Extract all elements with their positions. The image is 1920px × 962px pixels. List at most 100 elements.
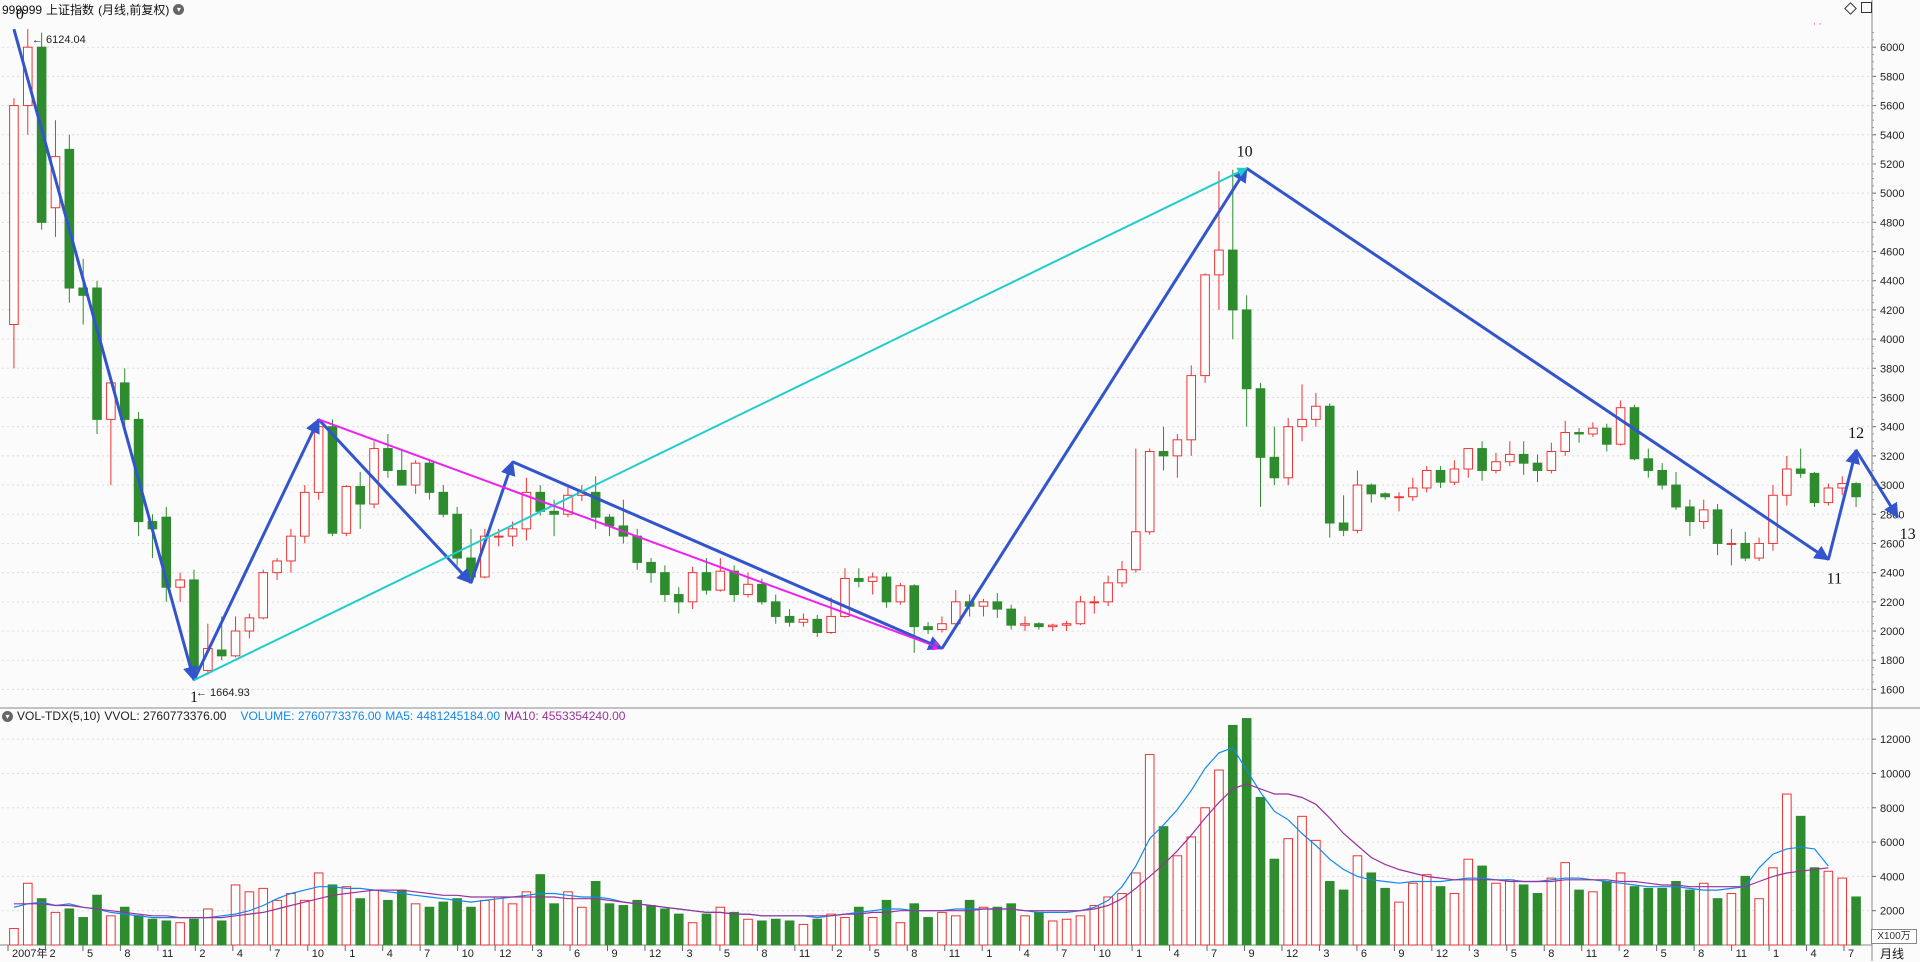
x-tick-label: 8 <box>1698 948 1704 960</box>
trend-line <box>193 167 1248 681</box>
volume-bar <box>36 898 47 946</box>
volume-bar <box>133 915 144 946</box>
candle-body <box>1809 472 1820 504</box>
window-icon[interactable] <box>1861 2 1872 13</box>
candle-body <box>1823 487 1834 504</box>
volume-bar <box>1657 887 1667 946</box>
chevron-down-icon[interactable]: ▾ <box>173 4 185 15</box>
candle-body <box>632 535 643 563</box>
price-tick-label: 4800 <box>1880 217 1904 229</box>
candle-body <box>743 583 753 596</box>
volume-bar <box>1449 893 1460 946</box>
volume-bar <box>1560 862 1571 946</box>
volume-bar <box>1768 867 1778 946</box>
chart-mode: (月线,前复权) <box>98 3 170 17</box>
volume-bar <box>1338 889 1349 946</box>
volume-bar <box>632 899 643 946</box>
x-tick-label: 1 <box>986 948 992 960</box>
candle-body <box>258 572 269 619</box>
volume-bar <box>1172 855 1183 946</box>
x-tick-label: 12 <box>1436 948 1448 960</box>
volume-bar <box>1726 893 1737 946</box>
volume-bar <box>1491 882 1501 946</box>
candle-body <box>1366 484 1377 495</box>
candle-body <box>1851 483 1861 498</box>
wave-label: 13 <box>1900 526 1916 543</box>
price-tick-label: 4200 <box>1880 305 1904 317</box>
volume-bar <box>743 918 753 946</box>
candle-body <box>244 617 255 632</box>
candle-body <box>646 561 656 574</box>
volume-tick-label: 12000 <box>1880 734 1911 746</box>
price-tick-label: 5000 <box>1880 188 1904 200</box>
candle-body <box>1117 569 1127 584</box>
x-tick-label: 11 <box>1736 948 1747 960</box>
volume-bar <box>937 911 947 946</box>
volume-bar <box>1006 903 1016 946</box>
x-tick-label: 5 <box>724 948 730 960</box>
x-tick-label: 8 <box>1548 948 1554 960</box>
price-tick-label: 3800 <box>1880 363 1904 375</box>
wave-label: 12 <box>1848 425 1864 442</box>
volume-bar <box>964 899 975 946</box>
x-tick-label: 12 <box>499 948 511 960</box>
candle-body <box>1311 405 1321 420</box>
extreme-high-label: ← 6124.04 <box>32 34 86 46</box>
candle-body <box>978 601 989 607</box>
candle-body <box>1408 487 1418 498</box>
volume-bar <box>1740 875 1751 946</box>
candle-body <box>521 491 532 530</box>
volume-bar <box>1712 898 1723 946</box>
x-tick-label: 12 <box>649 948 661 960</box>
candle-body <box>1712 509 1723 544</box>
volume-bar <box>854 906 864 946</box>
x-tick-label: 7 <box>1848 948 1854 960</box>
candle-body <box>1615 407 1626 445</box>
x-tick-label: 12 <box>1286 948 1298 960</box>
volume-bar <box>978 906 989 946</box>
chart-header: 999999 上证指数 (月线,前复权) ▾ <box>2 1 185 18</box>
volume-bar <box>881 899 892 946</box>
price-tick-label: 6000 <box>1880 42 1904 54</box>
candle-body <box>1352 484 1363 531</box>
candle-body <box>1172 439 1183 457</box>
price-tick-label: 5200 <box>1880 159 1904 171</box>
candle-body <box>1435 469 1446 483</box>
volume-bar <box>9 928 19 946</box>
volume-bar <box>660 908 670 946</box>
symbol-name: 上证指数 <box>46 3 95 17</box>
x-tick-label: 5 <box>874 948 880 960</box>
trend-line <box>1245 167 1830 561</box>
volume-tick-label: 10000 <box>1880 768 1911 780</box>
volume-bar <box>950 915 961 946</box>
price-tick-label: 5400 <box>1880 130 1904 142</box>
x-tick-label: 9 <box>1398 948 1404 960</box>
volume-bar <box>812 918 823 946</box>
trend-line <box>317 418 473 584</box>
price-tick-label: 4400 <box>1880 276 1904 288</box>
wave-label: 1 <box>190 689 198 706</box>
x-tick-label: 2 <box>1623 948 1629 960</box>
x-tick-label: 5 <box>1511 948 1517 960</box>
volume-bar <box>1144 754 1155 946</box>
volume-bar <box>1421 874 1432 946</box>
candle-body <box>1795 468 1806 474</box>
chevron-down-icon[interactable]: ▾ <box>2 710 13 722</box>
diamond-icon[interactable] <box>1844 2 1857 15</box>
volume-bar <box>64 908 75 946</box>
volume-bar <box>1020 915 1030 946</box>
volume-bar <box>1518 884 1529 946</box>
symbol-code: 999999 <box>2 2 43 17</box>
volume-bar <box>1823 870 1834 946</box>
volume-bar <box>840 917 850 946</box>
candle-body <box>757 583 767 603</box>
candle-body <box>687 572 698 603</box>
x-tick-label: 11 <box>949 948 960 960</box>
volume-bar <box>1061 918 1072 946</box>
candle-body <box>701 572 712 591</box>
trend-line <box>1826 448 1861 560</box>
wave-label: 0 <box>16 6 24 23</box>
volume-bar <box>203 908 213 946</box>
period-label[interactable]: 月线 <box>1880 947 1905 961</box>
